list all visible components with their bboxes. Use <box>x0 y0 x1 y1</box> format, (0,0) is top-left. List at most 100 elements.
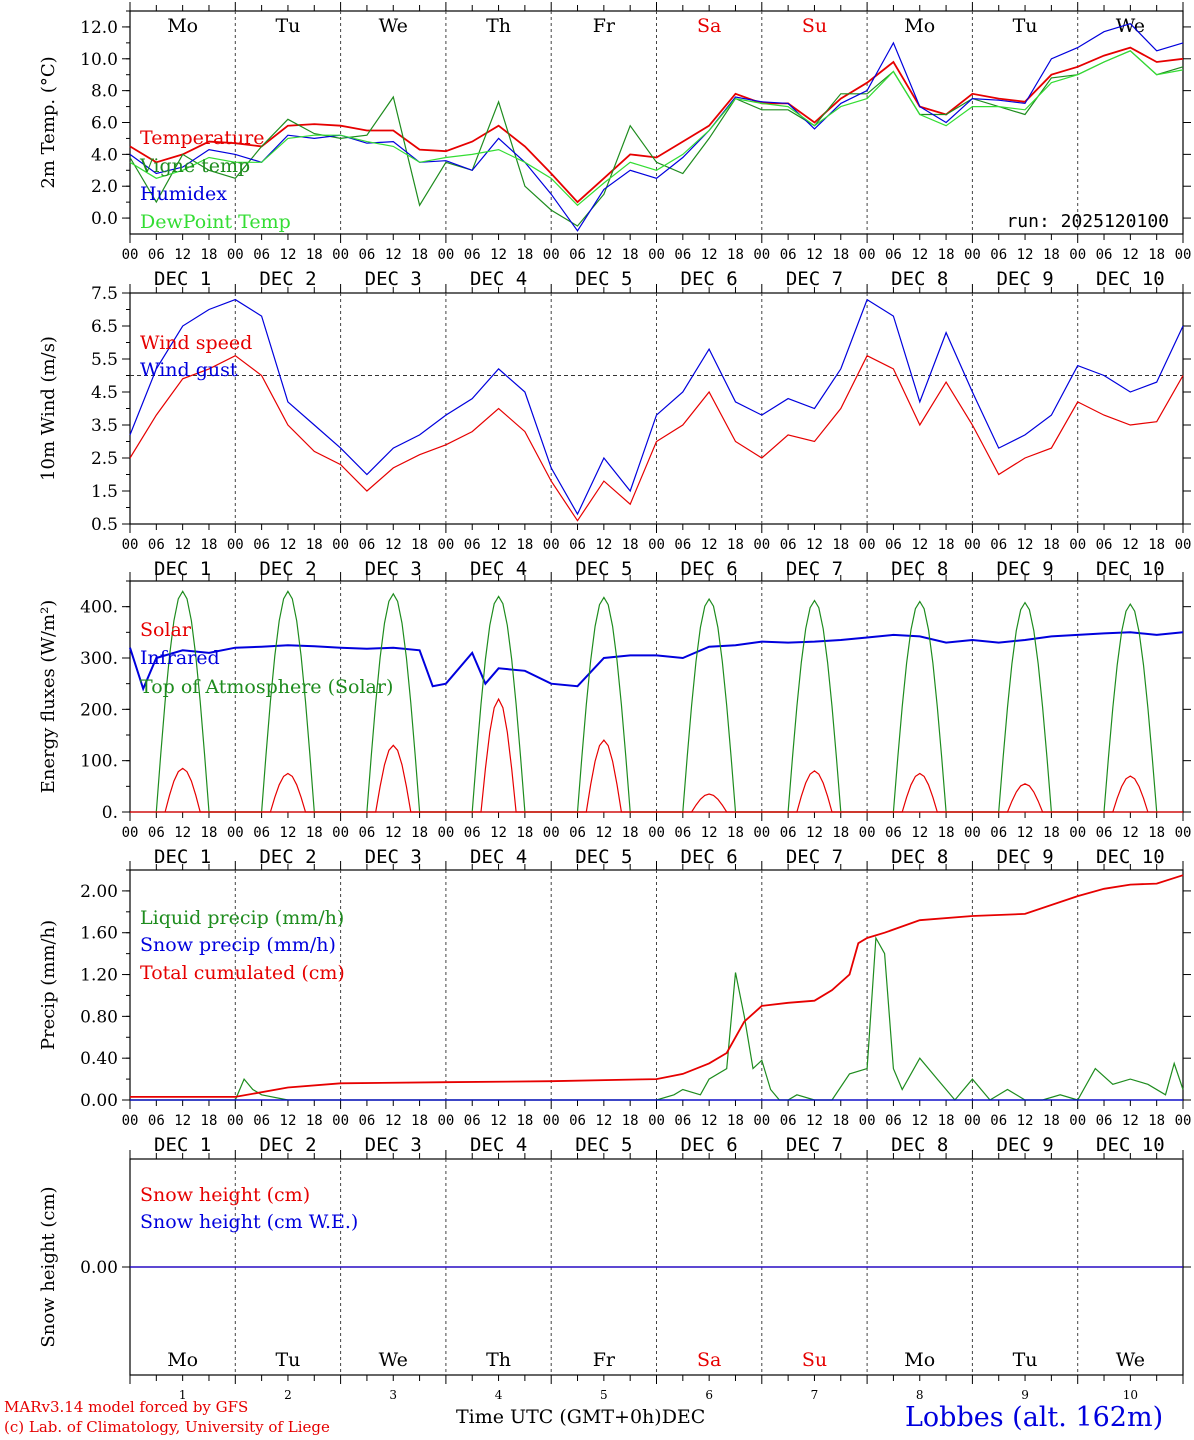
hour-label: 06 <box>148 247 165 263</box>
date-label: DEC 2 <box>259 1134 316 1156</box>
hour-label: 06 <box>148 537 165 553</box>
x-axis-month: DEC <box>661 1406 706 1428</box>
y-tick-label: 0.00 <box>80 1091 118 1111</box>
hour-label: 18 <box>938 825 955 841</box>
hour-label: 18 <box>1148 537 1165 553</box>
legend-entry: Top of Atmosphere (Solar) <box>140 676 393 698</box>
date-label: DEC 4 <box>470 558 527 580</box>
hour-label: 12 <box>806 825 823 841</box>
hour-label: 12 <box>595 247 612 263</box>
y-tick-label: 3.5 <box>91 416 118 436</box>
y-tick-label: 1.20 <box>80 966 118 986</box>
hour-label: 00 <box>753 1113 770 1129</box>
hour-label: 00 <box>1175 247 1192 263</box>
hour-label: 00 <box>753 825 770 841</box>
date-label: DEC 1 <box>154 268 211 290</box>
series-line-wind-gust <box>129 298 1184 516</box>
hour-label: 00 <box>648 825 665 841</box>
y-tick-label: 5.5 <box>91 350 118 370</box>
hour-label: 06 <box>885 537 902 553</box>
hour-label: 00 <box>1069 247 1086 263</box>
date-label: DEC 3 <box>365 846 422 868</box>
hour-label: 06 <box>464 537 481 553</box>
hour-label: 18 <box>1148 825 1165 841</box>
hour-label: 12 <box>701 1113 718 1129</box>
hour-label: 00 <box>964 537 981 553</box>
hour-label: 00 <box>753 247 770 263</box>
y-tick-label: 10.0 <box>80 50 118 70</box>
hour-label: 00 <box>859 1113 876 1129</box>
hour-label: 06 <box>990 1113 1007 1129</box>
day-name: Th <box>486 1349 511 1371</box>
date-label: DEC 5 <box>575 846 632 868</box>
hour-label: 06 <box>780 537 797 553</box>
hour-label: 18 <box>1148 1113 1165 1129</box>
hour-label: 06 <box>780 825 797 841</box>
date-label: DEC 3 <box>365 1134 422 1156</box>
hour-label: 18 <box>832 825 849 841</box>
hour-label: 12 <box>1122 1113 1139 1129</box>
y-tick-label: 0.5 <box>91 515 118 535</box>
hour-label: 06 <box>674 825 691 841</box>
hour-label: 12 <box>280 825 297 841</box>
hour-label: 12 <box>1017 247 1034 263</box>
hour-label: 12 <box>1017 1113 1034 1129</box>
hour-label: 18 <box>1148 247 1165 263</box>
hour-label: 12 <box>280 537 297 553</box>
hour-label: 00 <box>332 247 349 263</box>
y-axis-label: 10m Wind (m/s) <box>38 336 59 481</box>
hour-label: 00 <box>859 247 876 263</box>
hour-label: 18 <box>622 537 639 553</box>
date-label: DEC 8 <box>891 268 948 290</box>
hour-label: 00 <box>859 825 876 841</box>
date-label: DEC 6 <box>681 846 738 868</box>
y-axis-label: Precip (mm/h) <box>38 920 59 1050</box>
y-tick-label: 200. <box>80 700 118 720</box>
hour-label: 06 <box>569 1113 586 1129</box>
hour-label: 18 <box>306 1113 323 1129</box>
panel-3: 0. 100. 200. 300. 400. Energy fluxes (W/m²) 00… <box>38 572 1191 868</box>
hour-label: 00 <box>332 825 349 841</box>
day-name: Fr <box>593 1349 616 1371</box>
hour-label: 12 <box>385 537 402 553</box>
hour-label: 12 <box>490 825 507 841</box>
day-name: Tu <box>1013 1349 1038 1371</box>
hour-label: 06 <box>358 247 375 263</box>
y-tick-label: 4.0 <box>91 145 118 165</box>
hour-label: 06 <box>358 825 375 841</box>
hour-label: 06 <box>358 537 375 553</box>
hour-label: 00 <box>122 247 139 263</box>
hour-label: 06 <box>780 1113 797 1129</box>
hour-label: 18 <box>516 825 533 841</box>
hour-label: 18 <box>727 537 744 553</box>
date-label: DEC 6 <box>681 558 738 580</box>
hour-label: 00 <box>1175 537 1192 553</box>
hour-label: 00 <box>227 537 244 553</box>
y-tick-label: 2.0 <box>91 177 118 197</box>
series-line-vigne-temp <box>129 50 1184 227</box>
date-label: DEC 9 <box>996 558 1053 580</box>
hour-label: 12 <box>490 537 507 553</box>
date-label: DEC 10 <box>1096 846 1165 868</box>
hour-label: 06 <box>148 1113 165 1129</box>
hour-label: 00 <box>1069 825 1086 841</box>
hour-label: 12 <box>595 1113 612 1129</box>
hour-label: 12 <box>1122 825 1139 841</box>
hour-label: 18 <box>832 247 849 263</box>
day-name: Mo <box>904 1349 935 1371</box>
hour-label: 00 <box>332 537 349 553</box>
date-label: DEC 5 <box>575 1134 632 1156</box>
y-axis-label: Energy fluxes (W/m²) <box>38 600 59 794</box>
hour-label: 00 <box>648 537 665 553</box>
hour-label: 00 <box>122 825 139 841</box>
date-label: DEC 2 <box>259 268 316 290</box>
hour-label: 00 <box>1069 537 1086 553</box>
y-tick-label: 1.5 <box>91 482 118 502</box>
hour-label: 12 <box>701 825 718 841</box>
hour-label: 12 <box>806 1113 823 1129</box>
hour-label: 06 <box>885 825 902 841</box>
date-label: DEC 5 <box>575 268 632 290</box>
date-label: DEC 10 <box>1096 1134 1165 1156</box>
run-annotation: run: 2025120100 <box>1006 211 1169 232</box>
site-name: Lobbes (alt. 162m) <box>905 1402 1164 1433</box>
